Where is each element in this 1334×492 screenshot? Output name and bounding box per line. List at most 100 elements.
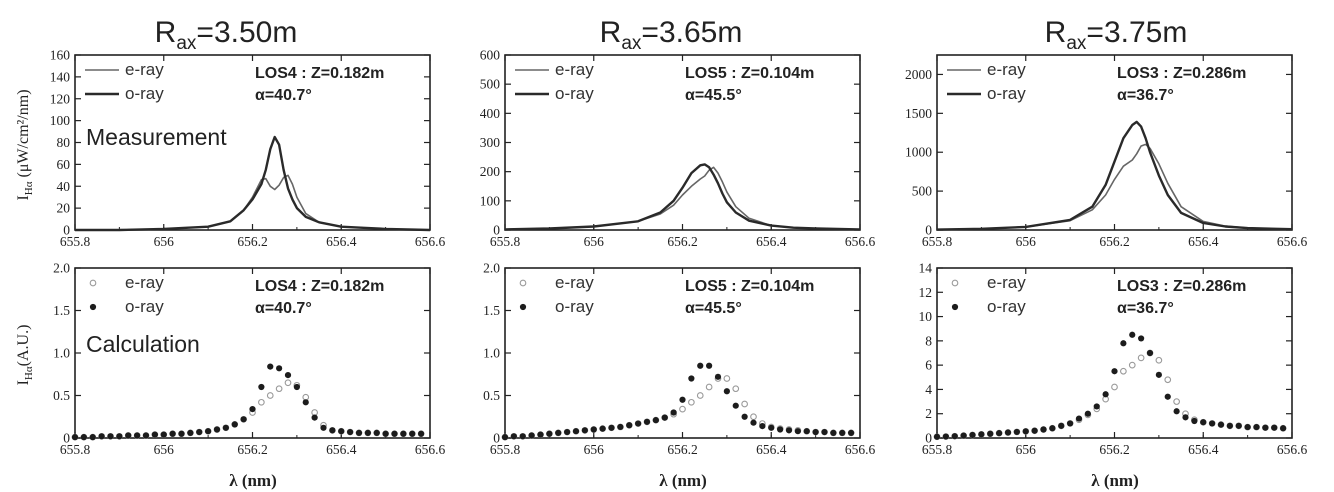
data-point-o-ray [98,433,105,440]
x-axis-label-2: λ (nm) [659,471,707,490]
legend-label-e-ray: e-ray [987,273,1026,292]
y-tick-label: 0 [925,431,932,446]
data-point-o-ray [1049,425,1056,432]
data-point-o-ray [1093,403,1100,410]
data-point-o-ray [284,372,292,379]
data-point-o-ray [1191,417,1198,425]
data-point-o-ray [1217,421,1225,428]
x-axis-label-1: λ (nm) [229,471,277,490]
data-point-o-ray [706,362,713,369]
data-point-o-ray [679,396,686,403]
data-point-o-ray [302,399,309,406]
data-point-o-ray [1067,420,1074,427]
data-point-o-ray [1182,414,1189,421]
x-tick-label: 656.6 [1277,234,1308,249]
legend-marker-o-ray [951,303,959,311]
data-point-o-ray [643,418,651,425]
data-point-o-ray [501,434,509,441]
data-point-o-ray [187,429,194,436]
x-tick-label: 656.4 [756,442,787,457]
data-point-o-ray [1280,425,1287,432]
data-point-o-ray [1111,368,1118,375]
data-point-e-ray [741,400,748,408]
data-point-o-ray [1244,423,1251,431]
y-tick-label: 0 [493,431,500,446]
x-tick-label: 655.8 [922,234,953,249]
data-point-o-ray [1075,415,1083,422]
data-point-o-ray [803,428,810,435]
data-point-e-ray [1173,398,1180,405]
data-point-o-ray [311,414,318,421]
data-point-o-ray [240,416,247,423]
legend-marker-o-ray [89,303,97,311]
panel-calculation-2: 655.8 656 656.2 656.4 656.6 0 0.5 1.0 1.5 2.0 e-ra… [483,261,875,458]
data-point-e-ray [679,405,686,413]
data-point-o-ray [768,424,775,431]
data-point-o-ray [1120,340,1127,347]
data-point-o-ray [1058,422,1065,429]
x-tick-label: 656.4 [756,234,787,249]
data-point-o-ray [777,426,784,433]
data-point-o-ray [89,434,96,441]
y-tick-label: 500 [480,77,501,92]
x-tick-label: 656.4 [1188,234,1219,249]
legend-label-e-ray: e-ray [555,273,594,292]
data-point-o-ray [338,428,345,435]
data-point-o-ray [996,430,1003,437]
data-point-e-ray [688,398,695,406]
data-point-o-ray [1013,428,1020,436]
data-point-e-ray [275,385,283,393]
y-tick-label: 2000 [905,67,932,82]
data-point-o-ray [732,402,739,409]
data-point-o-ray [134,432,141,439]
annotation-text: LOS4 : Z=0.182m [255,278,384,295]
x-tick-label: 656 [1016,234,1037,249]
y-tick-label: 200 [480,164,501,179]
y-tick-label: 2.0 [483,261,500,276]
y-tick-label: 120 [50,91,71,106]
panel-measurement-1: 655.8 656 656.2 656.4 656.6 0 20 40 60 80 100 120 14… [50,48,446,250]
series-line-e-ray [504,166,861,231]
data-point-o-ray [249,406,256,413]
y-axis-label-measurement: IHα (μW/cm²/nm) [15,89,35,200]
data-point-o-ray [355,429,363,436]
annotation-text: α=45.5° [685,87,742,104]
data-point-o-ray [142,432,150,439]
series-line-e-ray [75,174,431,231]
y-tick-label: 2 [925,406,932,421]
data-point-o-ray [555,429,562,436]
legend-marker-e-ray [89,279,97,287]
x-tick-label: 656.2 [667,442,697,457]
series-line-o-ray [504,163,861,231]
data-point-o-ray [723,388,730,395]
x-tick-label: 656 [584,234,605,249]
y-tick-label: 0.5 [483,388,500,403]
data-point-e-ray [750,413,757,421]
x-tick-label: 656 [154,442,175,457]
y-tick-label: 0 [925,223,932,238]
data-point-o-ray [987,430,994,437]
y-tick-label: 6 [925,358,932,373]
x-tick-label: 656.2 [237,234,267,249]
data-point-o-ray [116,433,123,440]
column-title-3: Rax=3.75m [1045,16,1188,54]
y-tick-label: 140 [50,69,71,84]
y-tick-label: 1.5 [483,303,500,318]
data-point-o-ray [1102,391,1109,398]
x-tick-label: 656 [584,442,605,457]
data-point-o-ray [1209,420,1216,427]
data-point-o-ray [848,429,855,436]
series-line-o-ray [936,120,1293,231]
data-point-o-ray [1084,410,1091,417]
data-point-o-ray [661,414,668,421]
data-point-o-ray [178,430,185,437]
x-tick-label: 656.4 [1188,442,1219,457]
data-point-o-ray [418,430,425,437]
data-point-o-ray [382,430,389,437]
data-point-o-ray [933,433,941,440]
y-tick-label: 40 [57,179,71,194]
data-point-o-ray [258,383,265,391]
panel-calculation-3: 655.8 656 656.2 656.4 656.6 0 2 4 6 8 10 12 14 e-ray o… [919,261,1308,458]
legend-label-o-ray: o-ray [987,84,1026,103]
data-point-o-ray [107,433,114,440]
